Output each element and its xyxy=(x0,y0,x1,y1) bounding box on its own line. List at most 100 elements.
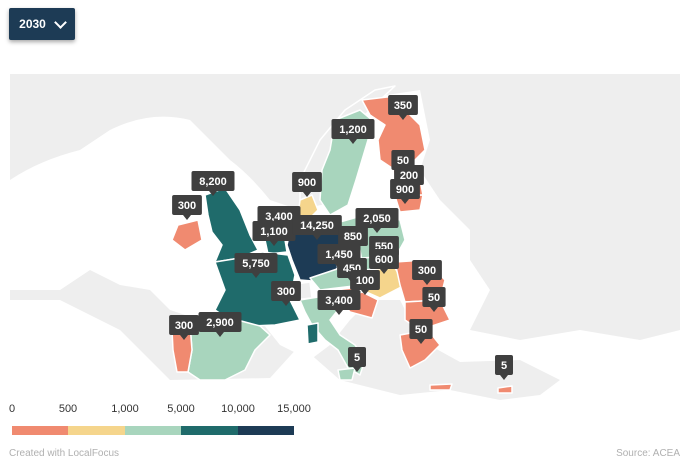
value-marker-pointer xyxy=(349,139,357,144)
region-cyprus[interactable] xyxy=(497,385,513,394)
value-marker-pointer xyxy=(399,115,407,120)
region-ireland[interactable] xyxy=(171,219,203,251)
value-marker[interactable]: 3,400 xyxy=(317,290,361,315)
value-marker-pointer xyxy=(270,241,278,246)
value-marker-label: 14,250 xyxy=(300,220,334,232)
value-marker[interactable]: 50 xyxy=(409,319,433,344)
legend-swatch xyxy=(125,426,181,435)
value-marker-label: 300 xyxy=(175,320,193,332)
value-marker-pointer xyxy=(380,269,388,274)
value-marker-box xyxy=(338,226,368,246)
value-marker-box xyxy=(169,315,199,335)
value-marker-box xyxy=(252,221,296,241)
value-marker-label: 100 xyxy=(356,275,374,287)
value-marker-pointer xyxy=(303,192,311,197)
value-marker[interactable]: 5,750 xyxy=(234,253,278,278)
value-marker-box xyxy=(355,208,399,228)
value-marker-box xyxy=(292,172,322,192)
region-sicily xyxy=(337,367,356,381)
value-marker[interactable]: 300 xyxy=(412,260,442,285)
value-marker-box xyxy=(495,355,513,375)
value-marker-box xyxy=(234,253,278,273)
value-marker-pointer xyxy=(252,273,260,278)
legend-tick: 500 xyxy=(58,403,78,415)
value-marker-label: 1,100 xyxy=(260,226,288,238)
region-sardinia xyxy=(306,322,319,345)
value-marker-pointer xyxy=(282,301,290,306)
value-marker-box xyxy=(331,119,375,139)
legend-swatch xyxy=(68,426,125,435)
value-marker-label: 50 xyxy=(415,324,427,336)
value-marker[interactable]: 300 xyxy=(169,315,199,340)
value-marker-box xyxy=(191,171,235,191)
value-marker-pointer xyxy=(180,335,188,340)
value-marker[interactable]: 900 xyxy=(292,172,322,197)
year-dropdown[interactable]: 2030 xyxy=(9,8,75,40)
value-marker-pointer xyxy=(361,290,369,295)
value-marker[interactable]: 300 xyxy=(271,281,301,306)
value-marker-pointer xyxy=(373,228,381,233)
value-marker-pointer xyxy=(216,332,224,337)
value-marker-box xyxy=(369,249,399,269)
value-marker-label: 900 xyxy=(396,184,414,196)
value-marker-box xyxy=(292,215,342,235)
value-marker[interactable]: 100 xyxy=(350,270,380,295)
legend-tick: 10,000 xyxy=(221,403,255,415)
legend-tick: 5,000 xyxy=(167,403,195,415)
value-marker[interactable]: 1,100 xyxy=(252,221,296,246)
value-marker-label: 900 xyxy=(298,177,316,189)
value-marker-box xyxy=(172,195,202,215)
value-marker-pointer xyxy=(401,199,409,204)
value-marker[interactable]: 300 xyxy=(172,195,202,220)
year-value: 2030 xyxy=(19,17,46,31)
value-marker-pointer xyxy=(335,310,343,315)
value-marker[interactable]: 900 xyxy=(390,179,420,204)
value-marker-label: 5 xyxy=(501,360,507,372)
value-marker-label: 50 xyxy=(428,292,440,304)
value-marker-pointer xyxy=(353,367,361,372)
value-marker[interactable]: 2,900 xyxy=(198,312,242,337)
value-marker-box xyxy=(409,319,433,339)
region-crete xyxy=(429,383,453,391)
value-marker-pointer xyxy=(430,307,438,312)
value-marker-pointer xyxy=(417,339,425,344)
value-marker-pointer xyxy=(183,215,191,220)
value-marker-box xyxy=(271,281,301,301)
value-marker-box xyxy=(422,287,446,307)
value-marker[interactable]: 2,050 xyxy=(355,208,399,233)
value-marker-label: 600 xyxy=(375,254,393,266)
value-marker[interactable]: 5 xyxy=(348,347,366,372)
value-marker[interactable]: 50 xyxy=(422,287,446,312)
value-marker-label: 300 xyxy=(178,200,196,212)
value-marker-pointer xyxy=(500,375,508,380)
value-marker-label: 2,050 xyxy=(363,213,391,225)
value-marker-label: 300 xyxy=(418,265,436,277)
value-marker-label: 300 xyxy=(277,286,295,298)
value-marker-box xyxy=(198,312,242,332)
legend-tick: 1,000 xyxy=(111,403,139,415)
value-marker[interactable]: 14,250 xyxy=(292,215,342,240)
value-marker[interactable]: 5 xyxy=(495,355,513,380)
value-marker-label: 3,400 xyxy=(265,211,293,223)
legend-swatch xyxy=(238,426,294,435)
legend-tick: 15,000 xyxy=(277,403,311,415)
value-marker-box xyxy=(350,270,380,290)
value-marker-box xyxy=(412,260,442,280)
value-marker-label: 350 xyxy=(394,100,412,112)
value-marker-label: 5,750 xyxy=(242,258,270,270)
legend-swatch xyxy=(12,426,68,435)
value-marker[interactable]: 350 xyxy=(388,95,418,120)
value-marker-label: 850 xyxy=(344,231,362,243)
value-marker[interactable]: 1,200 xyxy=(331,119,375,144)
value-marker-box xyxy=(317,290,361,310)
value-marker[interactable]: 600 xyxy=(369,249,399,274)
value-marker-box xyxy=(388,95,418,115)
value-marker-label: 50 xyxy=(397,155,409,167)
value-marker-pointer xyxy=(209,191,217,196)
legend-swatch xyxy=(181,426,238,435)
value-marker-label: 5 xyxy=(354,352,360,364)
value-marker-label: 8,200 xyxy=(199,176,227,188)
legend-tick: 0 xyxy=(8,403,16,415)
credit-text: Created with LocalFocus xyxy=(9,448,120,459)
value-marker[interactable]: 8,200 xyxy=(191,171,235,196)
